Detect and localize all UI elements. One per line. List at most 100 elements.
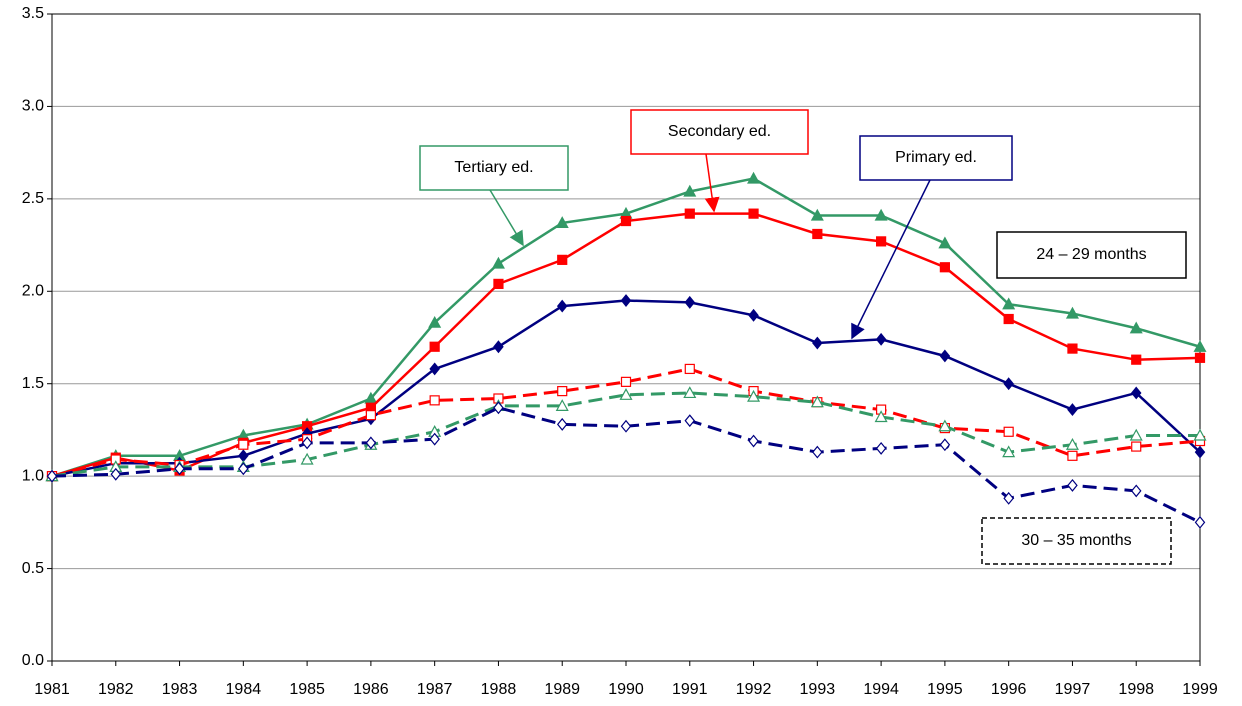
marker (46, 469, 58, 483)
annotation-label: Primary ed. (895, 149, 977, 166)
x-tick-label: 1994 (863, 681, 899, 698)
marker (1129, 321, 1143, 334)
marker (429, 395, 440, 406)
annotation-box (630, 109, 809, 155)
x-tick-label: 1997 (1055, 681, 1091, 698)
marker (620, 376, 632, 387)
annotation-box (859, 135, 1013, 181)
marker (238, 439, 249, 450)
y-tick-label: 3.0 (22, 98, 44, 115)
marker (1194, 352, 1206, 363)
marker (938, 419, 952, 432)
marker (1003, 377, 1014, 391)
marker (493, 340, 504, 354)
y-tick-label: 2.0 (22, 283, 44, 300)
marker (939, 349, 951, 363)
marker (747, 171, 761, 184)
marker (1130, 386, 1142, 400)
marker (365, 436, 377, 450)
x-tick-label: 1986 (353, 681, 389, 698)
x-tick-label: 1999 (1182, 681, 1218, 698)
x-tick-label: 1992 (736, 681, 772, 698)
marker (300, 452, 314, 465)
marker (1065, 306, 1079, 319)
marker (429, 362, 440, 376)
marker (875, 332, 887, 346)
marker (1131, 441, 1142, 452)
annotation-box (996, 231, 1187, 279)
annotation-label: Tertiary ed. (454, 159, 533, 176)
x-tick-label: 1990 (608, 681, 644, 698)
x-tick-label: 1983 (162, 681, 198, 698)
marker (1002, 445, 1016, 458)
marker (620, 215, 632, 227)
marker (1003, 313, 1014, 325)
y-tick-label: 1.5 (22, 375, 44, 392)
marker (1130, 484, 1142, 498)
y-tick-label: 0.5 (22, 560, 44, 577)
y-tick-label: 1.0 (22, 467, 44, 484)
marker (1002, 297, 1016, 310)
marker (1067, 343, 1078, 354)
marker (491, 256, 505, 269)
marker (748, 434, 759, 448)
y-tick-label: 3.5 (22, 5, 44, 22)
annotation-box (981, 517, 1172, 565)
annotation-arrow (704, 153, 720, 213)
marker (301, 436, 313, 450)
marker (493, 278, 504, 289)
marker (683, 184, 697, 197)
x-tick-label: 1989 (544, 681, 580, 698)
marker (620, 294, 632, 307)
marker (1193, 339, 1207, 352)
marker (812, 336, 823, 350)
marker (110, 467, 122, 481)
annotation-label: 24 – 29 months (1036, 246, 1146, 263)
marker (557, 386, 568, 397)
marker (620, 419, 632, 433)
marker (1194, 515, 1206, 529)
x-tick-label: 1987 (417, 681, 453, 698)
marker (1065, 437, 1079, 450)
marker (810, 208, 824, 221)
marker (1003, 426, 1014, 437)
marker (1067, 403, 1078, 417)
marker (365, 410, 376, 421)
marker (876, 236, 887, 247)
marker (747, 389, 761, 402)
annotation-box (419, 145, 569, 191)
marker (875, 441, 887, 455)
marker (684, 295, 696, 309)
marker (1067, 450, 1078, 461)
marker (556, 299, 568, 313)
marker (810, 395, 824, 408)
marker (812, 228, 823, 240)
marker (748, 208, 759, 219)
x-tick-label: 1993 (800, 681, 836, 698)
marker (174, 462, 185, 476)
x-tick-label: 1996 (991, 681, 1027, 698)
x-tick-label: 1981 (34, 681, 70, 698)
marker (556, 417, 568, 431)
marker (428, 315, 442, 328)
x-tick-label: 1991 (672, 681, 708, 698)
marker (429, 341, 440, 352)
marker (1193, 428, 1207, 441)
marker (874, 208, 888, 221)
marker (1129, 428, 1143, 441)
marker (812, 445, 823, 459)
marker (939, 438, 951, 452)
marker (939, 262, 950, 273)
y-tick-label: 0.0 (22, 652, 44, 669)
marker (238, 462, 249, 476)
x-tick-label: 1988 (481, 681, 517, 698)
marker (684, 414, 696, 428)
y-tick-label: 2.5 (22, 190, 44, 207)
annotation-label: 30 – 35 months (1021, 532, 1131, 549)
annotation-label: Secondary ed. (668, 123, 771, 140)
marker (1067, 478, 1078, 492)
x-tick-label: 1998 (1118, 681, 1154, 698)
x-tick-label: 1982 (98, 681, 134, 698)
annotation-arrow (489, 189, 524, 247)
series-line (51, 391, 1200, 478)
